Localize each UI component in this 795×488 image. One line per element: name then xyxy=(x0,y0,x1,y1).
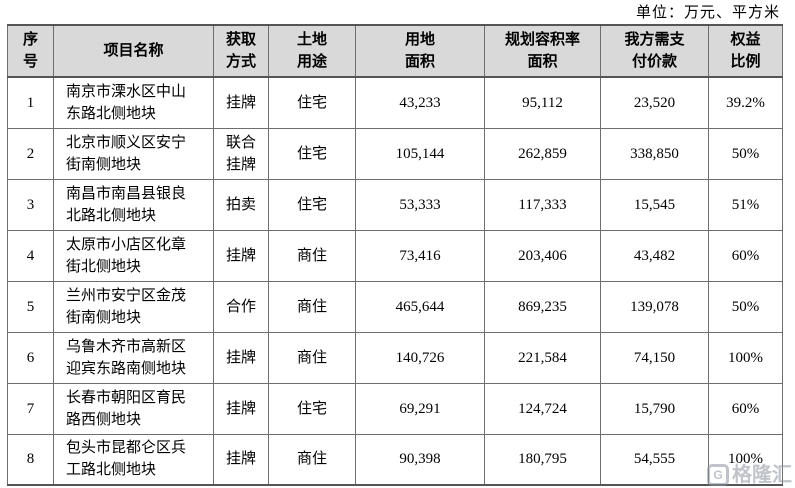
cell-index: 3 xyxy=(7,178,54,231)
cell-project-name: 长春市朝阳区育民 路西侧地块 xyxy=(53,382,214,435)
cell-equity-ratio: 60% xyxy=(708,229,783,282)
cell-project-name: 南昌市南昌县银良 北路北侧地块 xyxy=(53,178,214,231)
cell-planned-far-area: 180,795 xyxy=(484,433,601,486)
cell-payment-due: 54,555 xyxy=(600,433,709,486)
cell-acquisition-method: 挂牌 xyxy=(213,331,269,384)
cell-acquisition-method: 挂牌 xyxy=(213,229,269,282)
table-row: 1 南京市溧水区中山 东路北侧地块 挂牌 住宅 43,233 95,112 23… xyxy=(7,76,783,129)
cell-land-area: 140,726 xyxy=(355,331,485,384)
table-row: 6 乌鲁木齐市高新区 迎宾东路南侧地块 挂牌 商住 140,726 221,58… xyxy=(7,331,783,384)
cell-land-use: 住宅 xyxy=(268,382,356,435)
cell-index: 5 xyxy=(7,280,54,333)
column-header-land-use: 土地 用途 xyxy=(268,24,356,78)
cell-index: 4 xyxy=(7,229,54,282)
land-parcels-table: 序 号 项目名称 获取 方式 土地 用途 用地 面积 规划容积率 面积 我方需支… xyxy=(7,24,783,486)
cell-equity-ratio: 39.2% xyxy=(708,76,783,129)
cell-payment-due: 139,078 xyxy=(600,280,709,333)
cell-payment-due: 338,850 xyxy=(600,127,709,180)
cell-planned-far-area: 203,406 xyxy=(484,229,601,282)
cell-land-use: 商住 xyxy=(268,433,356,486)
cell-acquisition-method: 合作 xyxy=(213,280,269,333)
cell-project-name: 北京市顺义区安宁 街南侧地块 xyxy=(53,127,214,180)
cell-acquisition-method: 联合 挂牌 xyxy=(213,127,269,180)
table-row: 3 南昌市南昌县银良 北路北侧地块 拍卖 住宅 53,333 117,333 1… xyxy=(7,178,783,231)
cell-land-area: 53,333 xyxy=(355,178,485,231)
column-header-index: 序 号 xyxy=(7,24,54,78)
gelonghui-logo-icon: G xyxy=(707,464,729,486)
cell-equity-ratio: 100% xyxy=(708,433,783,486)
column-header-land-area: 用地 面积 xyxy=(355,24,485,78)
cell-equity-ratio: 50% xyxy=(708,127,783,180)
cell-planned-far-area: 95,112 xyxy=(484,76,601,129)
cell-land-use: 住宅 xyxy=(268,178,356,231)
cell-land-area: 90,398 xyxy=(355,433,485,486)
cell-project-name: 兰州市安宁区金茂 街南侧地块 xyxy=(53,280,214,333)
cell-land-area: 465,644 xyxy=(355,280,485,333)
cell-land-area: 73,416 xyxy=(355,229,485,282)
cell-planned-far-area: 262,859 xyxy=(484,127,601,180)
cell-land-area: 43,233 xyxy=(355,76,485,129)
cell-project-name: 包头市昆都仑区兵 工路北侧地块 xyxy=(53,433,214,486)
header-row: 序 号 项目名称 获取 方式 土地 用途 用地 面积 规划容积率 面积 我方需支… xyxy=(7,24,783,78)
cell-index: 8 xyxy=(7,433,54,486)
cell-land-use: 住宅 xyxy=(268,127,356,180)
table-body: 1 南京市溧水区中山 东路北侧地块 挂牌 住宅 43,233 95,112 23… xyxy=(7,76,783,486)
cell-equity-ratio: 50% xyxy=(708,280,783,333)
cell-payment-due: 23,520 xyxy=(600,76,709,129)
cell-land-area: 69,291 xyxy=(355,382,485,435)
cell-land-use: 商住 xyxy=(268,229,356,282)
column-header-payment-due: 我方需支 付价款 xyxy=(600,24,709,78)
cell-acquisition-method: 拍卖 xyxy=(213,178,269,231)
cell-project-name: 太原市小店区化章 街北侧地块 xyxy=(53,229,214,282)
cell-land-use: 商住 xyxy=(268,280,356,333)
unit-label: 单位：万元、平方米 xyxy=(635,5,780,21)
watermark-text: 格隆汇 xyxy=(732,464,792,486)
cell-land-area: 105,144 xyxy=(355,127,485,180)
column-header-acquisition-method: 获取 方式 xyxy=(213,24,269,78)
cell-payment-due: 43,482 xyxy=(600,229,709,282)
column-header-project-name: 项目名称 xyxy=(53,24,214,78)
cell-planned-far-area: 869,235 xyxy=(484,280,601,333)
cell-planned-far-area: 124,724 xyxy=(484,382,601,435)
cell-land-use: 商住 xyxy=(268,331,356,384)
cell-land-use: 住宅 xyxy=(268,76,356,129)
cell-payment-due: 15,790 xyxy=(600,382,709,435)
table-row: 2 北京市顺义区安宁 街南侧地块 联合 挂牌 住宅 105,144 262,85… xyxy=(7,127,783,180)
cell-index: 6 xyxy=(7,331,54,384)
cell-index: 7 xyxy=(7,382,54,435)
cell-equity-ratio: 100% xyxy=(708,331,783,384)
cell-planned-far-area: 221,584 xyxy=(484,331,601,384)
cell-equity-ratio: 51% xyxy=(708,178,783,231)
cell-project-name: 南京市溧水区中山 东路北侧地块 xyxy=(53,76,214,129)
cell-project-name: 乌鲁木齐市高新区 迎宾东路南侧地块 xyxy=(53,331,214,384)
table-row: 8 包头市昆都仑区兵 工路北侧地块 挂牌 商住 90,398 180,795 5… xyxy=(7,433,783,486)
cell-index: 2 xyxy=(7,127,54,180)
cell-acquisition-method: 挂牌 xyxy=(213,433,269,486)
column-header-planned-far-area: 规划容积率 面积 xyxy=(484,24,601,78)
table-row: 5 兰州市安宁区金茂 街南侧地块 合作 商住 465,644 869,235 1… xyxy=(7,280,783,333)
cell-equity-ratio: 60% xyxy=(708,382,783,435)
cell-acquisition-method: 挂牌 xyxy=(213,382,269,435)
column-header-equity-ratio: 权益 比例 xyxy=(708,24,783,78)
cell-acquisition-method: 挂牌 xyxy=(213,76,269,129)
table-row: 4 太原市小店区化章 街北侧地块 挂牌 商住 73,416 203,406 43… xyxy=(7,229,783,282)
table-row: 7 长春市朝阳区育民 路西侧地块 挂牌 住宅 69,291 124,724 15… xyxy=(7,382,783,435)
cell-planned-far-area: 117,333 xyxy=(484,178,601,231)
watermark: G 格隆汇 xyxy=(707,464,792,486)
cell-payment-due: 74,150 xyxy=(600,331,709,384)
cell-payment-due: 15,545 xyxy=(600,178,709,231)
cell-index: 1 xyxy=(7,76,54,129)
